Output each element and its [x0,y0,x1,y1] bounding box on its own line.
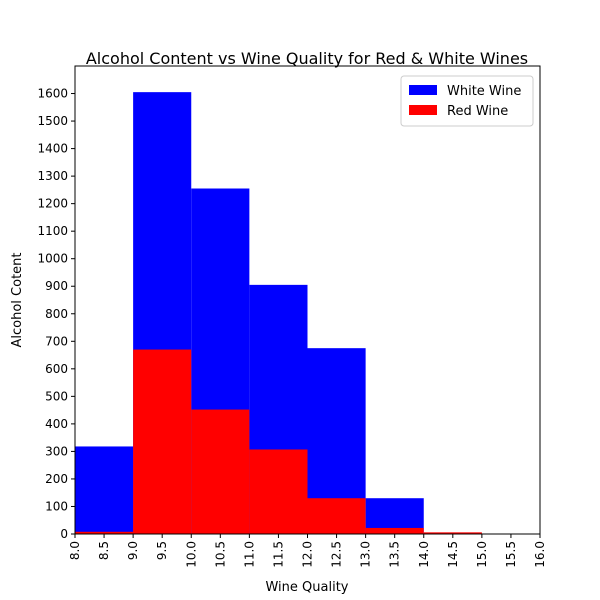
legend-swatch-red-wine [409,105,437,115]
y-axis-label: Alcohol Cotent [10,252,25,347]
x-tick-label-11: 13.5 [388,541,402,568]
y-tick-label-6: 600 [45,362,68,376]
x-tick-label-1: 8.5 [97,541,111,560]
legend-label-white-wine: White Wine [447,84,521,99]
x-tick-label-8: 12.0 [301,541,315,568]
x-tick-label-16: 16.0 [533,541,547,568]
y-tick-label-14: 1400 [37,142,68,156]
bars-group [75,92,482,534]
x-tick-label-3: 9.5 [155,541,169,560]
bar-red-wine-6 [423,532,482,534]
x-tick-label-14: 15.0 [475,541,489,568]
x-tick-label-9: 12.5 [330,541,344,568]
y-tick-label-10: 1000 [37,252,68,266]
x-tick-label-12: 14.0 [417,541,431,568]
y-tick-label-5: 500 [45,389,68,403]
x-tick-label-15: 15.5 [504,541,518,568]
chart-title: Alcohol Content vs Wine Quality for Red … [86,49,528,68]
y-tick-label-4: 400 [45,417,68,431]
bar-white-wine-0 [75,446,134,534]
y-tick-label-12: 1200 [37,197,68,211]
y-tick-label-15: 1500 [37,114,68,128]
y-tick-label-1: 100 [45,499,68,513]
bar-red-wine-0 [75,531,134,534]
y-tick-label-16: 1600 [37,87,68,101]
legend-label-red-wine: Red Wine [447,104,508,119]
x-tick-label-0: 8.0 [68,541,82,560]
x-tick-label-13: 14.5 [446,541,460,568]
x-tick-label-5: 10.5 [213,541,227,568]
legend: White Wine Red Wine [400,75,534,127]
bar-red-wine-4 [307,498,366,534]
y-tick-label-9: 900 [45,279,68,293]
x-tick-label-10: 13.0 [359,541,373,568]
x-tick-label-2: 9.0 [126,541,140,560]
x-axis: 8.0 8.5 9.0 9.5 10.0 10.5 11.0 11.5 12.0 12.5 13.0… [68,534,547,568]
y-tick-label-0: 0 [60,527,68,541]
y-tick-label-3: 300 [45,444,68,458]
y-tick-label-8: 800 [45,307,68,321]
x-axis-label: Wine Quality [265,580,348,595]
y-tick-label-7: 700 [45,334,68,348]
x-tick-label-6: 11.0 [242,541,256,568]
bar-red-wine-3 [249,449,308,534]
bar-red-wine-2 [191,409,250,534]
y-axis: 0 100 200 300 400 500 600 700 800 900 1000 1100 1200… [37,87,75,541]
legend-swatch-white-wine [409,85,437,95]
y-tick-label-13: 1300 [37,169,68,183]
x-tick-label-7: 11.5 [271,541,285,568]
y-tick-label-11: 1100 [37,224,68,238]
x-tick-label-4: 10.0 [184,541,198,568]
bar-red-wine-5 [365,527,424,534]
y-tick-label-2: 200 [45,472,68,486]
bar-red-wine-1 [133,349,192,534]
